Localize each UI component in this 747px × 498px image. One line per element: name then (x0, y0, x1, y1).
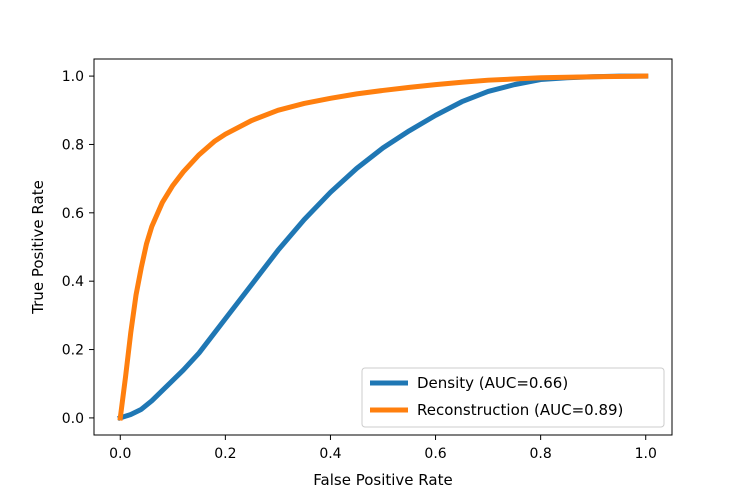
legend-label-reconstruction: Reconstruction (AUC=0.89) (417, 401, 623, 419)
x-tick-label: 0.2 (214, 446, 236, 462)
y-tick-label: 1.0 (62, 69, 84, 85)
x-tick-label: 0.0 (109, 446, 131, 462)
legend-label-density: Density (AUC=0.66) (417, 374, 568, 392)
y-tick-label: 0.0 (62, 411, 84, 427)
y-axis-label: True Positive Rate (29, 180, 47, 315)
x-tick-label: 0.4 (319, 446, 341, 462)
legend-box (361, 367, 665, 428)
y-tick-label: 0.6 (62, 206, 84, 222)
x-tick-label: 0.6 (424, 446, 446, 462)
x-axis-label: False Positive Rate (313, 471, 452, 489)
axis-ticks: 0.0 0.2 0.4 0.6 0.8 1.0 0.0 0.2 0.4 0.6 0.8 1.0 (62, 69, 657, 462)
x-tick-label: 1.0 (635, 446, 657, 462)
x-tick-label: 0.8 (530, 446, 552, 462)
legend: Density (AUC=0.66) Reconstruction (AUC=0… (361, 367, 665, 428)
plot-area (117, 73, 649, 422)
y-tick-label: 0.8 (62, 137, 84, 153)
series-line-reconstruction (117, 73, 649, 421)
axes-frame (93, 58, 673, 436)
y-tick-label: 0.4 (62, 274, 84, 290)
y-tick-label: 0.2 (62, 343, 84, 359)
